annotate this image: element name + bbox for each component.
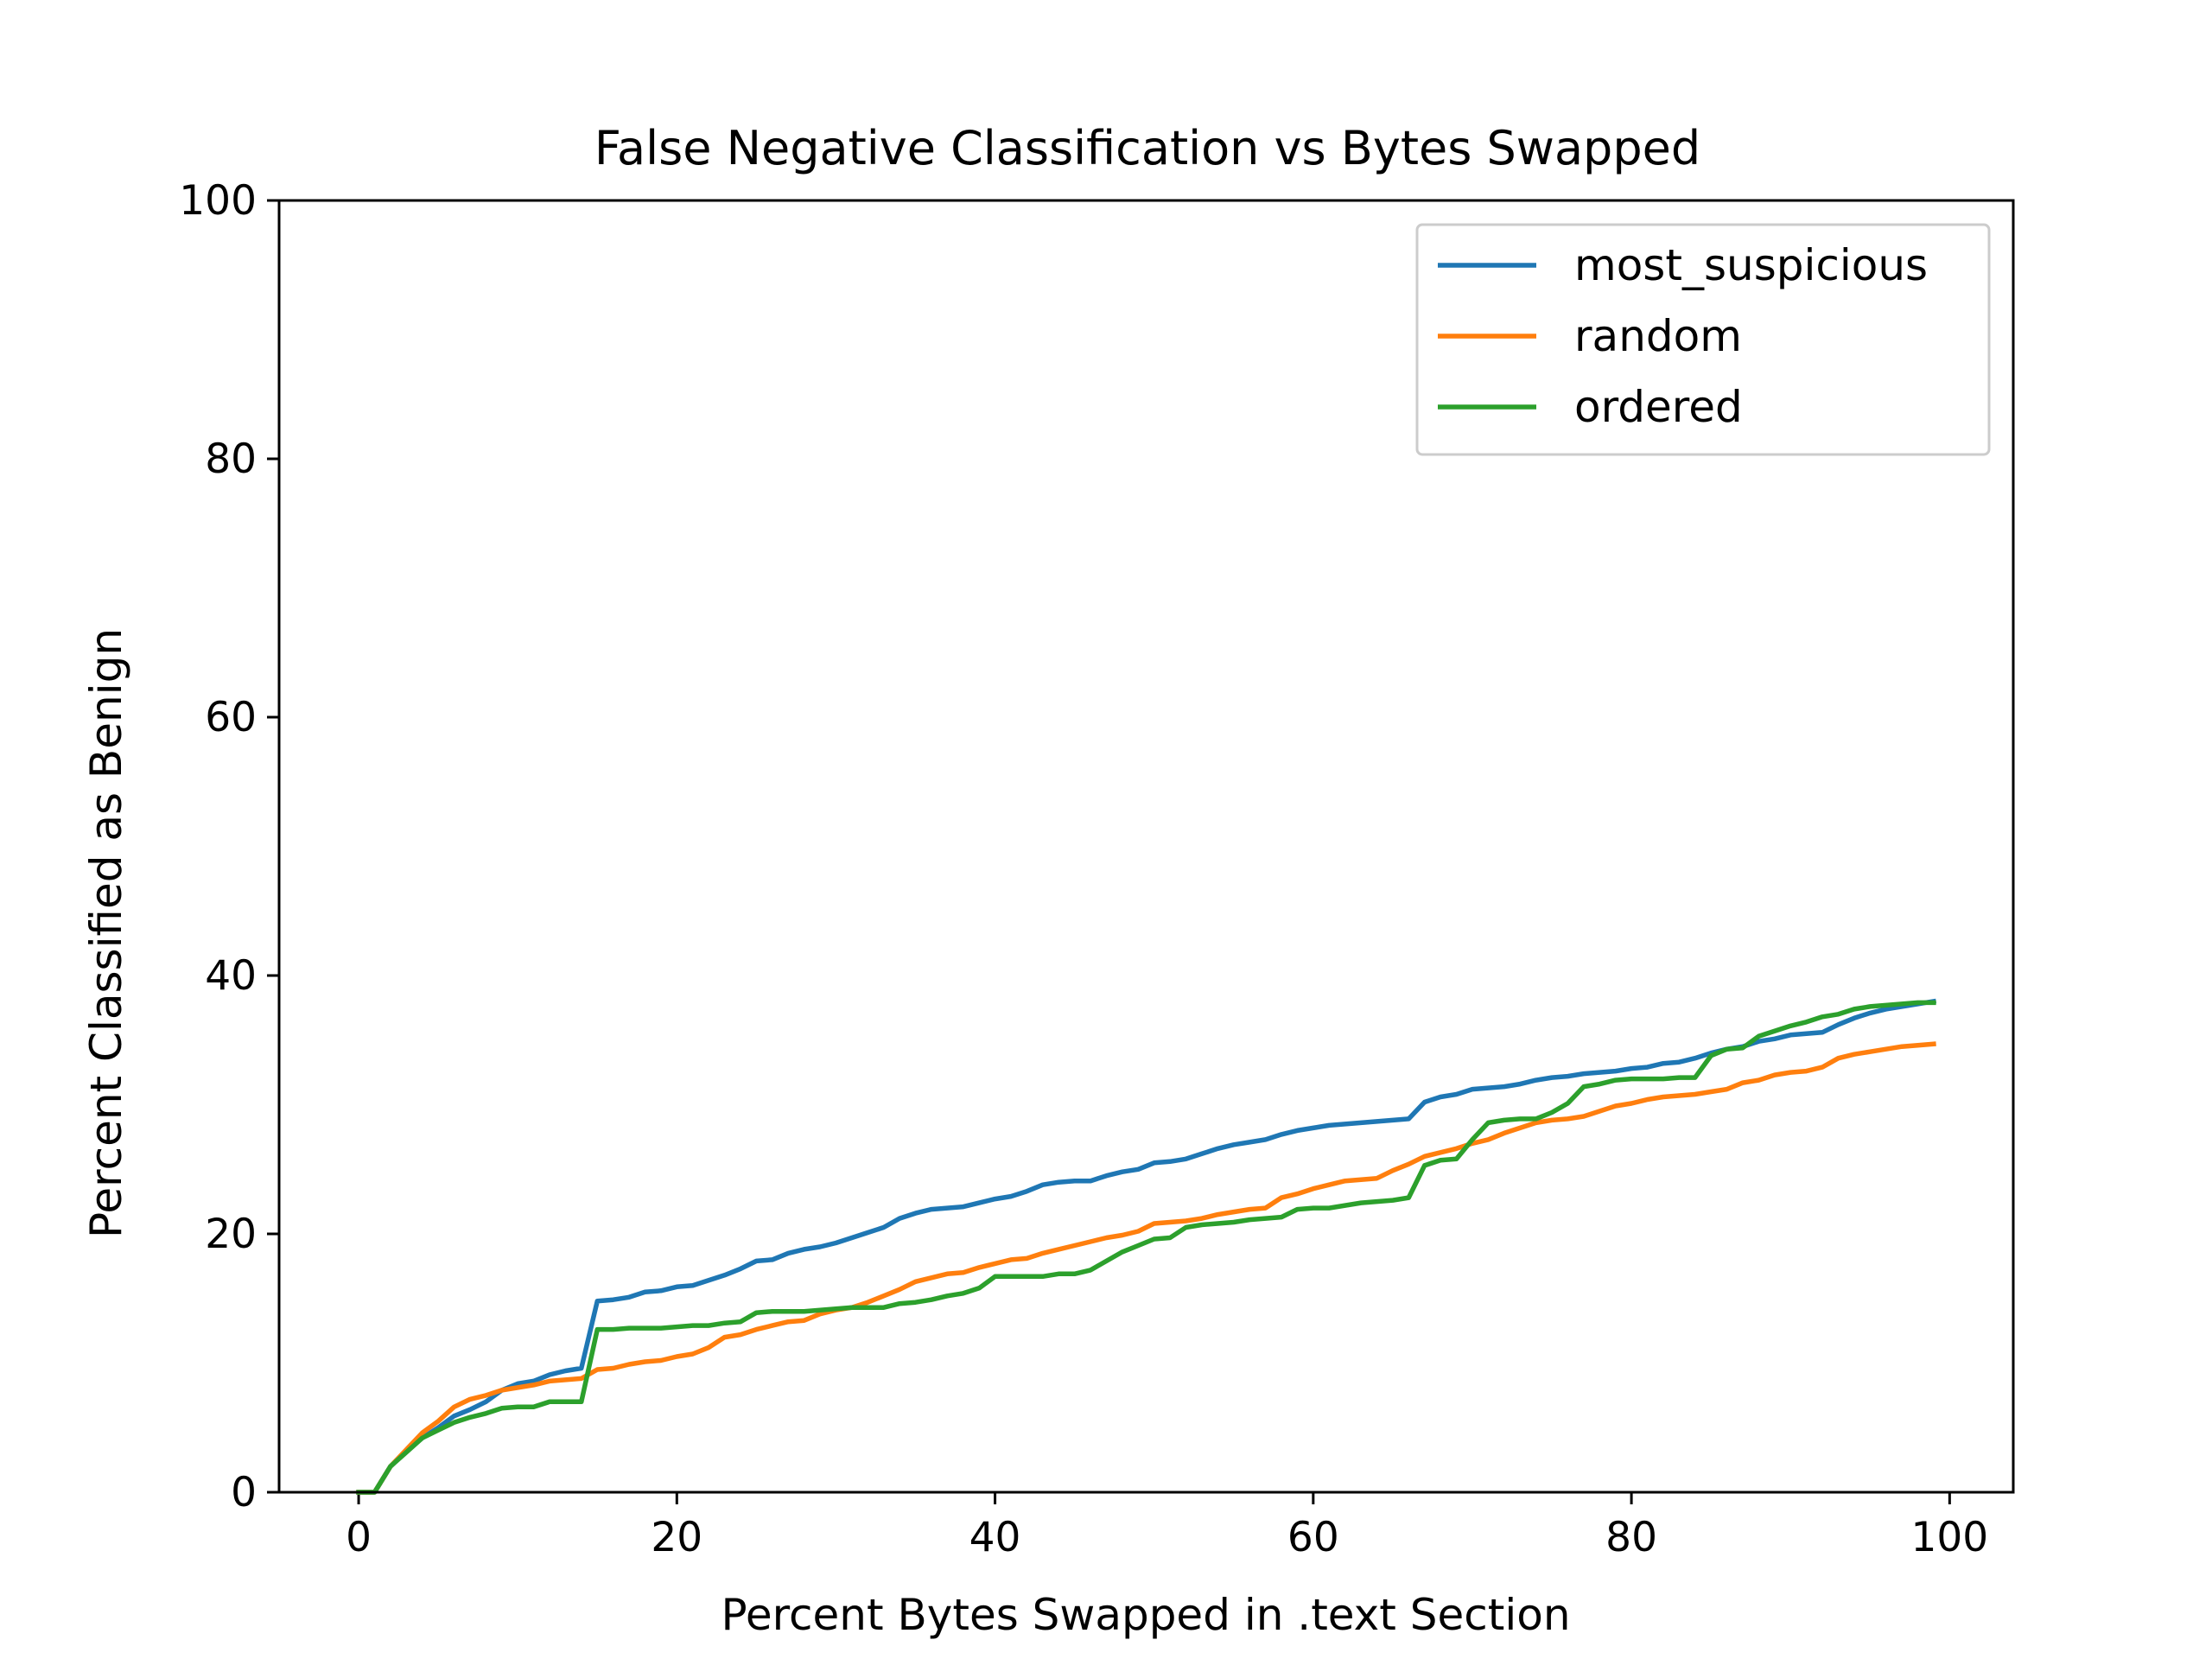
plot-frame (277, 199, 2015, 1494)
y-tick-label: 20 (205, 1211, 257, 1258)
x-tick-label: 100 (1910, 1514, 1988, 1561)
y-axis-label: Percent Classified as Benign (81, 628, 131, 1238)
y-axis: 0 20 40 60 80 100 (179, 177, 279, 1516)
x-tick-label: 20 (651, 1514, 702, 1561)
legend-frame (1415, 223, 1991, 456)
y-tick-label: 100 (179, 177, 257, 225)
x-axis: 0 20 40 60 80 100 (346, 1492, 1988, 1561)
series-line-ordered (356, 1000, 1936, 1495)
legend-label: most_suspicious (1574, 240, 1928, 290)
y-tick-label: 80 (205, 435, 257, 483)
x-tick-label: 40 (969, 1514, 1021, 1561)
x-axis-label: Percent Bytes Swapped in .text Section (721, 1590, 1570, 1640)
x-tick-label: 60 (1287, 1514, 1339, 1561)
y-tick-label: 0 (231, 1469, 257, 1516)
y-tick-label: 60 (205, 694, 257, 741)
chart-title: False Negative Classification vs Bytes S… (594, 121, 1700, 175)
series-line-random (356, 1041, 1936, 1495)
y-tick-label: 40 (205, 952, 257, 1000)
legend-label: ordered (1574, 382, 1743, 432)
legend-label: random (1574, 311, 1742, 361)
x-tick-label: 80 (1605, 1514, 1657, 1561)
series-line-most-suspicious (356, 998, 1937, 1495)
x-tick-label: 0 (346, 1514, 372, 1561)
series-layer (356, 998, 1937, 1495)
